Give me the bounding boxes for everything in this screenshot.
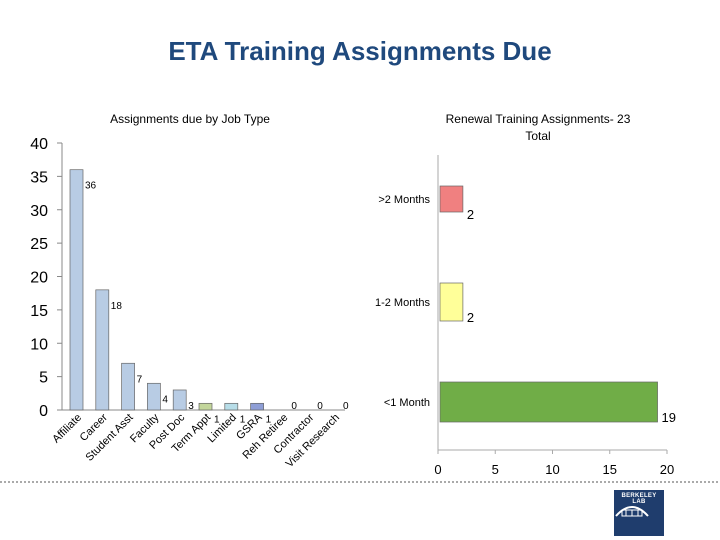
x-tick-label: 15 <box>603 462 617 477</box>
renewal-chart-title: Renewal Training Assignments- 23 <box>446 112 631 126</box>
bar <box>121 362 135 411</box>
lab-building-icon <box>615 506 649 517</box>
bar <box>95 289 110 411</box>
bar-value-label: 19 <box>662 410 676 425</box>
renewal-chart-title-line2: Total <box>525 129 550 143</box>
y-tick-label: 10 <box>30 336 48 353</box>
job-type-chart-title: Assignments due by Job Type <box>110 112 270 126</box>
bar <box>439 185 464 213</box>
x-category-label: Affiliate <box>50 412 84 446</box>
berkeley-lab-logo: BERKELEY LAB <box>614 490 664 536</box>
bar-value-label: 36 <box>85 181 97 192</box>
bar <box>147 382 161 411</box>
x-category-label: Limited <box>205 412 239 446</box>
y-tick-label: 25 <box>30 236 48 253</box>
bar <box>172 389 187 411</box>
page-title: ETA Training Assignments Due <box>168 36 552 66</box>
x-tick-label: 0 <box>434 462 441 477</box>
bar-value-label: 18 <box>111 301 123 312</box>
y-tick-label: 0 <box>39 403 48 420</box>
y-tick-label: 20 <box>30 270 48 287</box>
x-tick-label: 5 <box>492 462 499 477</box>
y-category-label: <1 Month <box>384 397 430 409</box>
x-tick-label: 20 <box>660 462 674 477</box>
bar-value-label: 7 <box>137 374 143 385</box>
renewal-chart: Renewal Training Assignments- 23 Total 0… <box>375 112 676 477</box>
bar-value-label: 1 <box>214 414 220 425</box>
bar-value-label: 1 <box>266 414 272 425</box>
bar-value-label: 0 <box>317 401 323 412</box>
bar <box>250 402 264 411</box>
bar-value-label: 0 <box>343 401 349 412</box>
bar <box>439 381 658 423</box>
logo-text: BERKELEY LAB <box>621 493 657 505</box>
bar-value-label: 1 <box>240 414 246 425</box>
y-category-label: 1-2 Months <box>375 297 431 309</box>
y-tick-label: 5 <box>39 370 48 387</box>
job-type-chart: Assignments due by Job Type 051015202530… <box>30 112 349 470</box>
y-tick-label: 40 <box>30 136 48 153</box>
bar <box>439 282 464 322</box>
bar <box>69 169 84 411</box>
x-tick-label: 10 <box>545 462 559 477</box>
y-tick-label: 15 <box>30 303 48 320</box>
y-tick-label: 35 <box>30 169 48 186</box>
bar-value-label: 2 <box>467 207 474 222</box>
bar <box>198 402 213 411</box>
bar-value-label: 4 <box>162 394 168 405</box>
bar-value-label: 0 <box>291 401 297 412</box>
bar <box>224 402 239 411</box>
bar-value-label: 2 <box>467 310 474 325</box>
y-category-label: >2 Months <box>378 194 430 206</box>
bar-value-label: 3 <box>188 401 194 412</box>
y-tick-label: 30 <box>30 203 48 220</box>
